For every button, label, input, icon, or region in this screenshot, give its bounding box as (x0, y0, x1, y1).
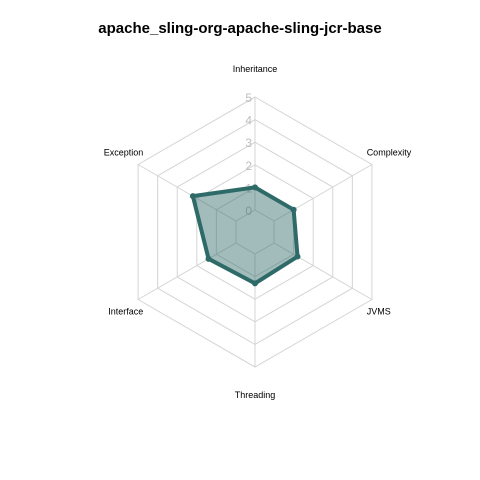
data-point-jvms (294, 253, 301, 260)
axis-label-threading: Threading (235, 390, 276, 400)
axis-label-complexity: Complexity (367, 148, 412, 158)
tick-label-2: 2 (245, 159, 252, 173)
axis-label-jvms: JVMS (367, 307, 391, 317)
grid-spoke-4 (137, 242, 237, 300)
grid-layer (137, 96, 373, 368)
data-point-complexity (290, 206, 297, 213)
chart-title: apache_sling-org-apache-sling-jcr-base (98, 20, 382, 37)
data-point-interface (205, 255, 212, 262)
tick-label-4: 4 (245, 114, 252, 128)
tick-label-3: 3 (245, 136, 252, 150)
axis-label-exception: Exception (104, 148, 144, 158)
data-point-inheritance (252, 184, 258, 191)
axis-label-inheritance: Inheritance (233, 64, 278, 74)
data-point-threading (252, 280, 258, 287)
label-layer: Inheritance Complexity JVMS Threading Interf… (104, 64, 412, 400)
tick-label-0: 0 (245, 204, 252, 218)
grid-spoke-1 (273, 164, 373, 222)
data-point-exception (189, 193, 196, 200)
tick-label-5: 5 (245, 91, 252, 105)
series-layer (189, 184, 301, 287)
axis-label-interface: Interface (108, 307, 143, 317)
grid-spoke-2 (273, 242, 373, 300)
series-polygon-0 (190, 185, 300, 286)
grid-spoke-5 (137, 164, 237, 222)
